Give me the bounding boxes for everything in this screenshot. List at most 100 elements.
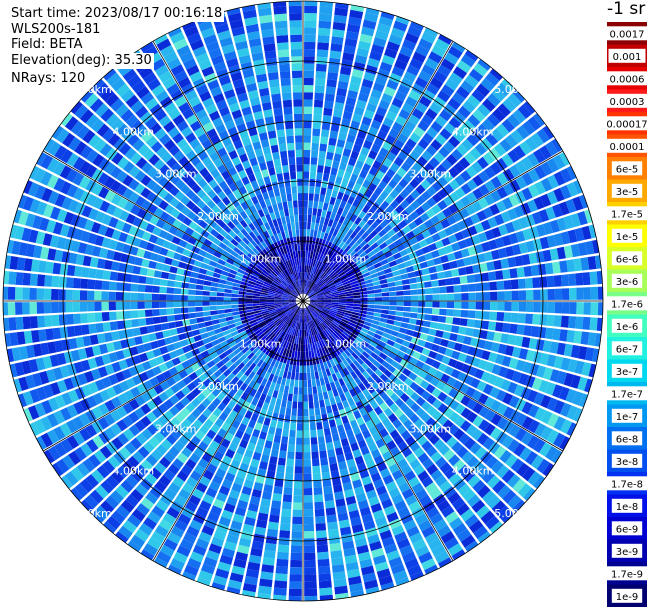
ppi-gate	[207, 247, 216, 255]
ppi-gate	[316, 172, 323, 180]
ppi-gate	[410, 301, 419, 307]
ppi-gate	[336, 269, 344, 276]
ppi-gate	[306, 229, 311, 237]
ppi-gate	[426, 83, 440, 96]
ppi-gate	[220, 325, 229, 332]
ppi-gate	[85, 474, 99, 488]
ppi-gate	[240, 61, 253, 72]
ppi-gate	[394, 280, 403, 286]
ppi-gate	[318, 150, 326, 159]
ppi-gate	[331, 322, 338, 328]
ppi-gate	[268, 288, 277, 292]
ppi-gate	[434, 475, 448, 487]
ppi-gate	[414, 173, 425, 184]
ppi-gate	[101, 237, 111, 248]
ppi-gate	[545, 382, 556, 396]
ppi-gate	[333, 578, 347, 588]
ppi-gate	[391, 97, 404, 109]
ppi-gate	[290, 49, 302, 57]
ppi-gate	[186, 526, 200, 538]
ppi-gate	[258, 7, 272, 17]
ppi-gate	[255, 339, 263, 347]
ppi-gate	[539, 276, 548, 288]
ppi-gate	[329, 227, 335, 236]
ppi-gate	[346, 373, 354, 382]
ppi-gate	[405, 397, 415, 408]
ppi-gate	[332, 340, 340, 348]
ppi-gate	[264, 317, 272, 323]
ppi-gate	[122, 348, 132, 359]
ppi-gate	[215, 246, 225, 254]
ppi-gate	[281, 399, 287, 408]
ppi-gate	[274, 478, 284, 488]
ppi-gate	[232, 513, 245, 524]
ppi-gate	[143, 342, 153, 352]
ppi-gate	[357, 228, 366, 237]
ppi-gate	[268, 290, 276, 294]
ppi-gate	[538, 379, 550, 393]
ppi-gate	[345, 164, 354, 174]
ppi-gate	[307, 314, 311, 322]
ppi-gate	[385, 481, 397, 492]
ppi-gate	[332, 357, 339, 365]
ppi-gate	[230, 330, 239, 337]
ppi-gate	[316, 260, 321, 269]
ppi-gate	[288, 595, 302, 601]
ppi-gate	[357, 130, 367, 140]
ppi-gate	[299, 221, 303, 230]
ppi-gate	[414, 325, 423, 333]
ppi-gate	[546, 275, 555, 288]
ppi-gate	[249, 205, 257, 214]
ppi-gate	[308, 273, 312, 281]
ppi-gate	[230, 208, 240, 217]
ppi-gate	[329, 288, 338, 292]
ppi-gate	[297, 178, 303, 186]
ppi-gate	[168, 350, 178, 359]
ppi-gate	[280, 323, 286, 330]
ppi-gate	[245, 268, 253, 275]
ppi-gate	[370, 272, 379, 279]
ppi-gate	[232, 78, 245, 89]
ppi-gate	[512, 109, 527, 124]
ppi-gate	[207, 403, 217, 413]
ppi-gate	[388, 260, 397, 268]
ppi-gate	[317, 325, 323, 333]
ppi-gate	[128, 191, 140, 204]
ppi-gate	[401, 279, 410, 285]
ppi-gate	[288, 208, 294, 216]
ppi-gate	[122, 68, 137, 82]
ppi-gate	[141, 334, 150, 344]
ppi-gate	[305, 287, 309, 295]
ppi-gate	[376, 237, 385, 246]
ppi-gate	[326, 233, 332, 242]
ppi-gate	[164, 102, 177, 114]
ppi-gate	[363, 258, 372, 265]
ppi-gate	[511, 290, 519, 301]
ppi-gate	[125, 114, 139, 128]
ppi-gate	[339, 393, 347, 402]
ppi-gate	[280, 78, 291, 87]
ppi-gate	[70, 349, 81, 362]
ppi-gate	[545, 206, 556, 220]
ppi-gate	[321, 180, 328, 189]
ppi-gate	[369, 50, 383, 61]
ppi-gate	[110, 409, 122, 422]
ppi-gate	[256, 264, 264, 272]
ppi-gate	[68, 199, 79, 213]
ppi-gate	[314, 501, 324, 510]
ppi-gate	[273, 6, 287, 15]
ppi-gate	[119, 142, 132, 156]
ppi-gate	[309, 295, 317, 299]
ppi-gate	[272, 375, 279, 384]
ppi-gate	[396, 364, 406, 373]
ppi-gate	[40, 432, 53, 448]
ppi-gate	[3, 270, 10, 285]
ppi-gate	[224, 288, 232, 294]
ppi-gate	[143, 543, 158, 556]
ppi-gate	[290, 274, 295, 282]
ppi-gate	[155, 237, 165, 247]
ppi-gate	[390, 247, 399, 255]
ppi-gate	[153, 207, 164, 218]
ppi-gate	[482, 292, 491, 301]
ppi-gate	[389, 296, 397, 301]
